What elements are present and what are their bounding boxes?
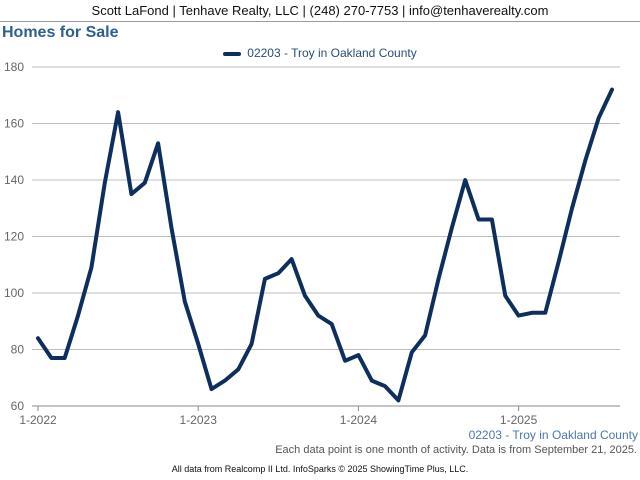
data-point[interactable] <box>529 310 535 316</box>
series-layer <box>35 87 615 403</box>
data-point[interactable] <box>249 341 255 347</box>
data-point[interactable] <box>369 378 375 384</box>
footer-credit: All data from Realcomp II Ltd. InfoSpark… <box>171 464 469 474</box>
data-point[interactable] <box>262 276 268 282</box>
data-point[interactable] <box>556 259 562 265</box>
y-tick-label: 160 <box>4 117 24 131</box>
data-point[interactable] <box>289 256 295 262</box>
legend[interactable]: 02203 - Troy in Oakland County <box>0 46 640 60</box>
data-point[interactable] <box>88 265 94 271</box>
data-point[interactable] <box>315 313 321 319</box>
data-point[interactable] <box>502 293 508 299</box>
data-point[interactable] <box>102 180 108 186</box>
data-point[interactable] <box>582 157 588 163</box>
series-line[interactable] <box>36 87 614 403</box>
data-point[interactable] <box>35 335 41 341</box>
y-tick-label: 60 <box>11 399 25 413</box>
data-point[interactable] <box>449 225 455 231</box>
data-point[interactable] <box>476 217 482 223</box>
data-point[interactable] <box>275 270 281 276</box>
x-tick-label: 1-2025 <box>500 413 538 427</box>
chart-title: Homes for Sale <box>2 24 119 41</box>
agent-header: Scott LaFond | Tenhave Realty, LLC | (24… <box>0 0 640 22</box>
y-tick-label: 80 <box>11 343 25 357</box>
data-point[interactable] <box>222 378 228 384</box>
y-tick-label: 140 <box>4 173 24 187</box>
legend-swatch <box>223 51 242 56</box>
data-point[interactable] <box>209 386 215 392</box>
y-tick-label: 180 <box>4 60 24 74</box>
y-axis-ticks: 60 80 100 120 140 160 180 <box>4 60 24 413</box>
data-point[interactable] <box>155 140 161 146</box>
data-point[interactable] <box>409 349 415 355</box>
y-tick-label: 120 <box>4 230 24 244</box>
x-tick-label: 1-2024 <box>340 413 378 427</box>
legend-label: 02203 - Troy in Oakland County <box>247 46 417 60</box>
data-point[interactable] <box>115 109 121 115</box>
data-point[interactable] <box>142 180 148 186</box>
data-point[interactable] <box>342 358 348 364</box>
data-point[interactable] <box>48 355 54 361</box>
data-point[interactable] <box>329 321 335 327</box>
data-point[interactable] <box>516 313 522 319</box>
data-point[interactable] <box>382 383 388 389</box>
data-point[interactable] <box>395 397 401 403</box>
x-axis-ticks: 1-2022 1-2023 1-2024 1-2025 <box>19 406 538 427</box>
data-point[interactable] <box>436 276 442 282</box>
data-point[interactable] <box>609 87 615 93</box>
data-point[interactable] <box>542 310 548 316</box>
x-tick-label: 1-2023 <box>180 413 218 427</box>
y-tick-label: 100 <box>4 286 24 300</box>
data-point[interactable] <box>569 205 575 211</box>
data-point[interactable] <box>302 293 308 299</box>
data-point[interactable] <box>75 313 81 319</box>
data-point[interactable] <box>195 341 201 347</box>
data-point[interactable] <box>489 217 495 223</box>
data-point[interactable] <box>62 355 68 361</box>
x-tick-label: 1-2022 <box>19 413 57 427</box>
data-point[interactable] <box>182 299 188 305</box>
data-point[interactable] <box>235 366 241 372</box>
data-point[interactable] <box>128 191 134 197</box>
footer-note: Each data point is one month of activity… <box>275 444 637 456</box>
data-point[interactable] <box>462 177 468 183</box>
data-point[interactable] <box>422 332 428 338</box>
data-point[interactable] <box>355 352 361 358</box>
footer-series-label: 02203 - Troy in Oakland County <box>468 428 638 442</box>
data-point[interactable] <box>169 225 175 231</box>
data-point[interactable] <box>596 115 602 121</box>
